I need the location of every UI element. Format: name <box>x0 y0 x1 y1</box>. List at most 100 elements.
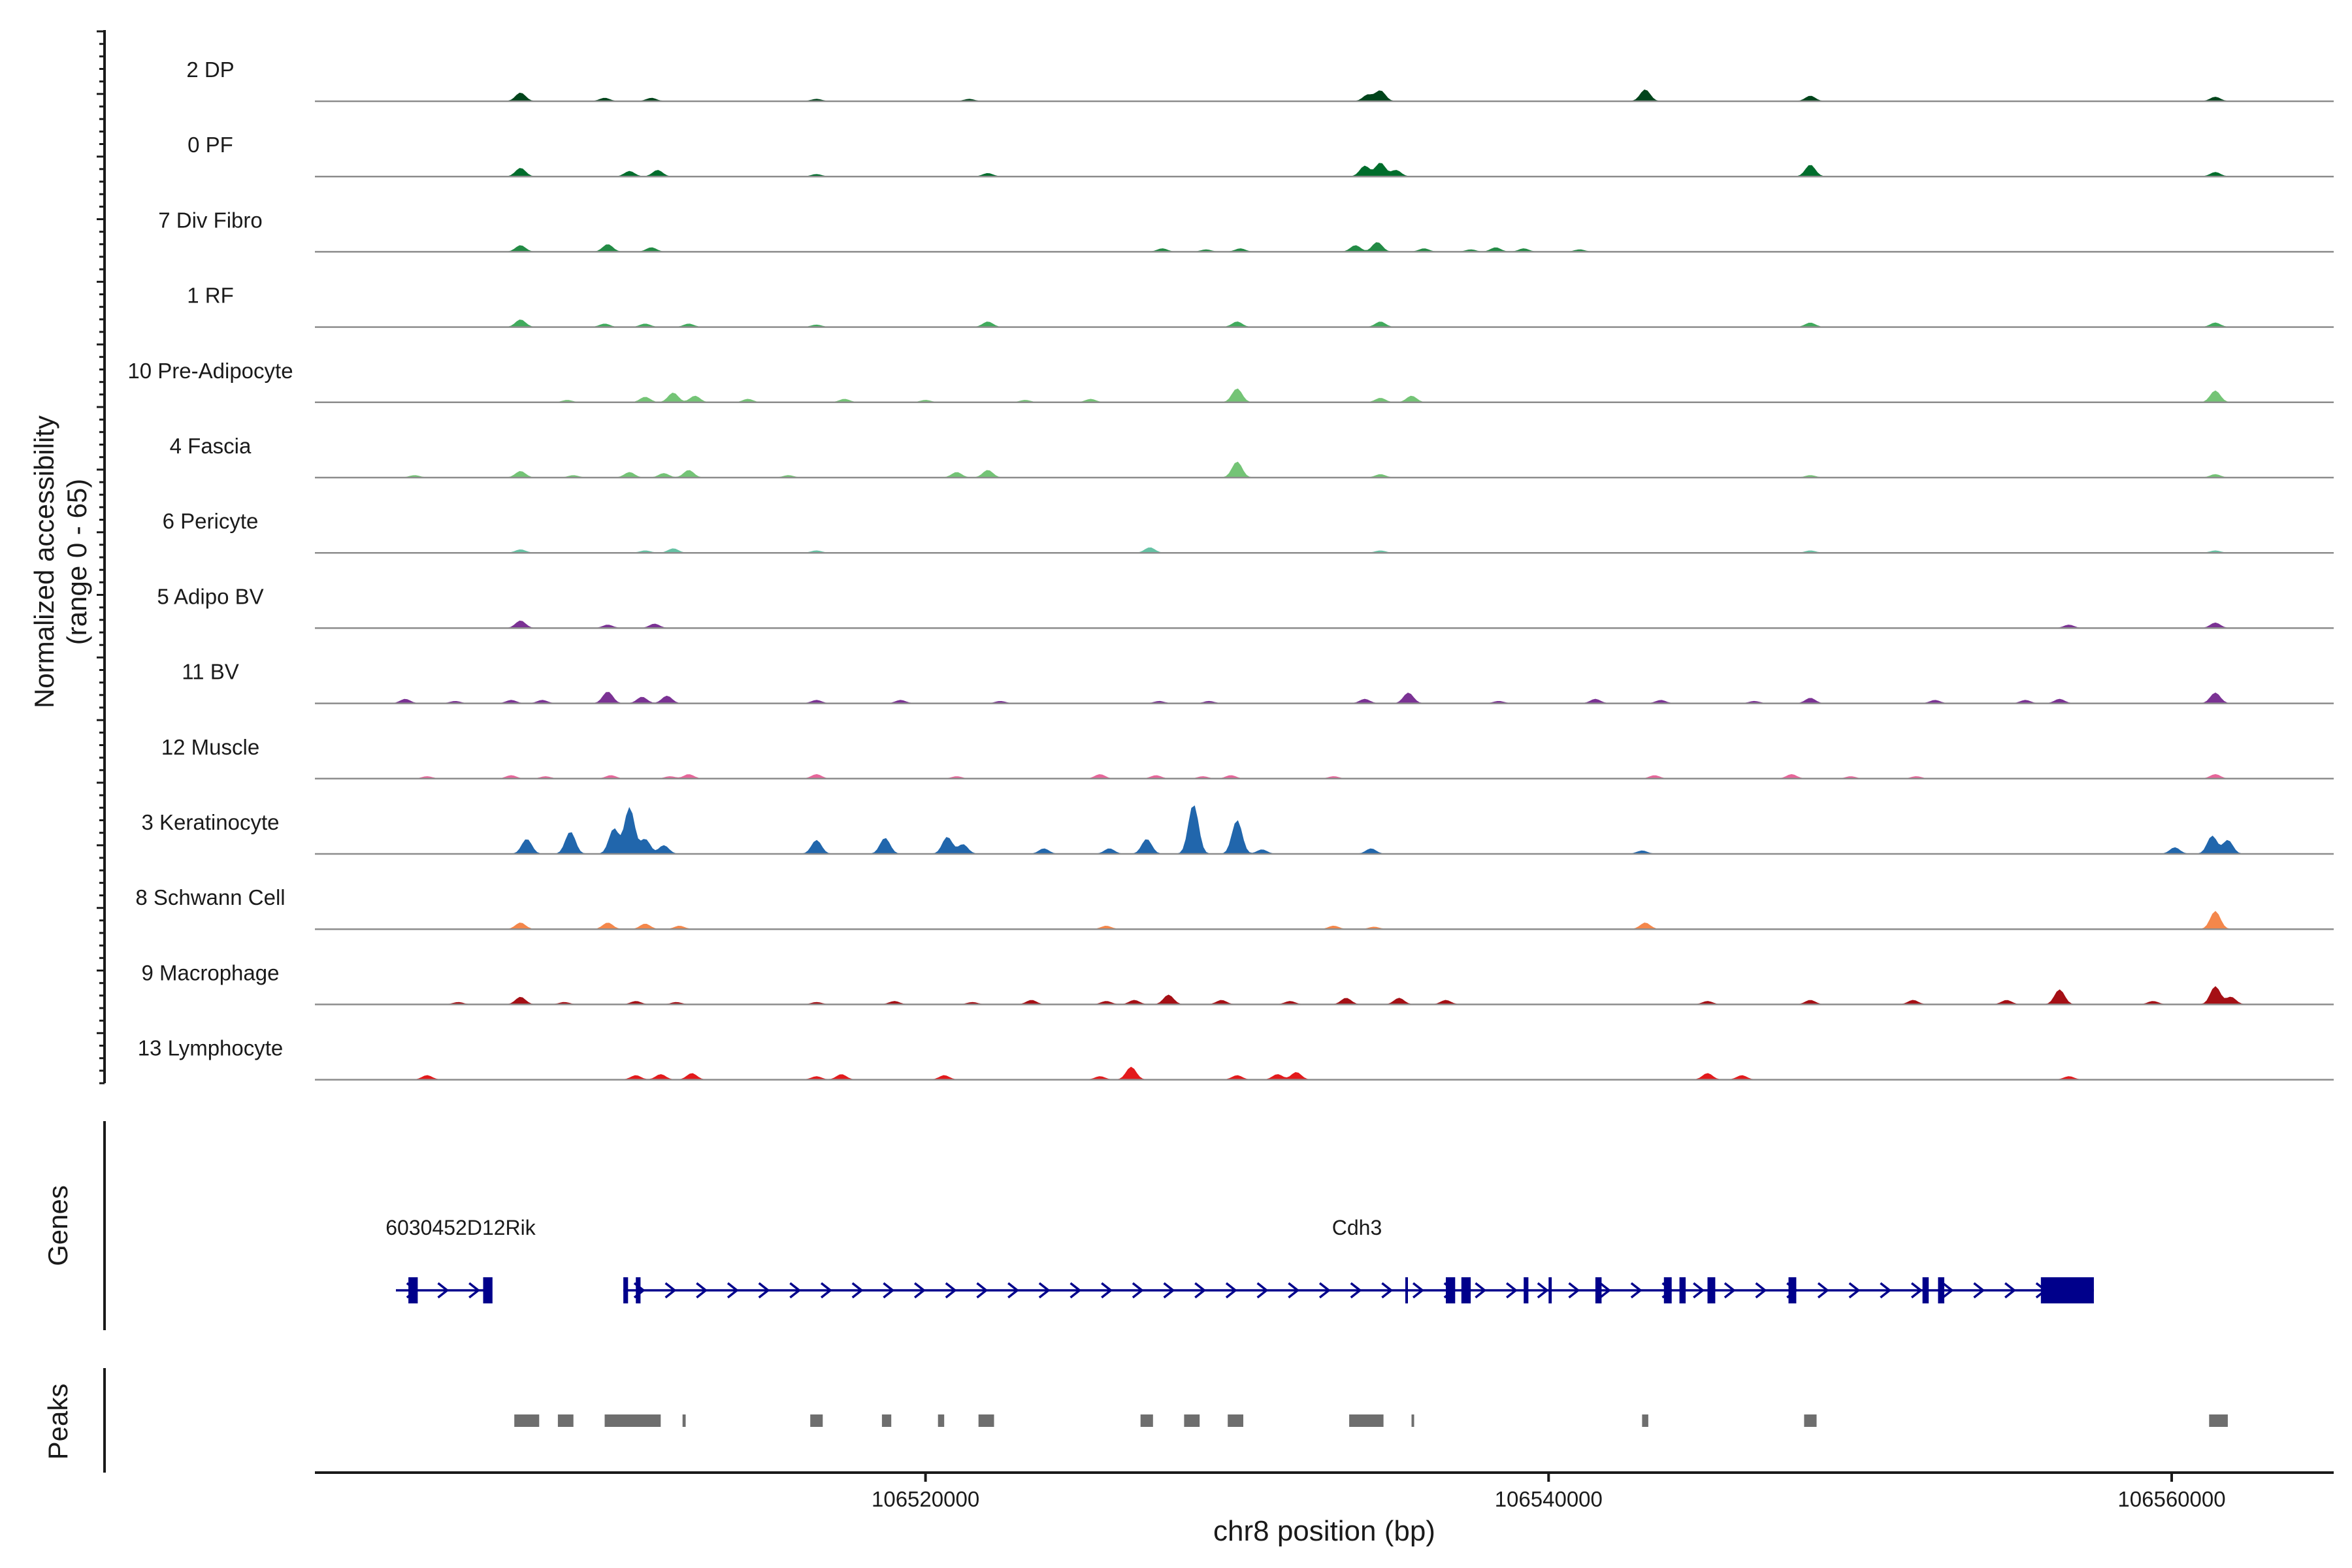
track-coverage-area <box>315 692 2334 704</box>
genes-panel: Genes 6030452D12Rik Cdh3 <box>42 1121 2094 1330</box>
strand-arrow <box>851 1282 864 1299</box>
peak-region <box>1411 1414 1414 1427</box>
y-axis-ticks <box>97 30 105 1085</box>
gene-exon <box>1405 1277 1408 1303</box>
peaks-label: Peaks <box>42 1384 73 1460</box>
gene-exon <box>1788 1277 1797 1303</box>
track-label: 0 PF <box>188 133 233 157</box>
peak-region <box>978 1414 994 1427</box>
track-label: 11 BV <box>182 660 238 684</box>
strand-arrow <box>1194 1282 1207 1299</box>
track-label: 2 DP <box>186 57 234 82</box>
gene-exon <box>1707 1277 1716 1303</box>
gene-exon <box>1938 1277 1944 1303</box>
gene-cdh3: Cdh3 <box>623 1216 2094 1303</box>
strand-arrow <box>1942 1282 1954 1299</box>
track-coverage-area <box>315 1066 2334 1081</box>
strand-arrow <box>1225 1282 1237 1299</box>
gene-exon <box>623 1277 629 1303</box>
peak-region <box>514 1414 540 1427</box>
track-label: 7 Div Fibro <box>158 208 263 232</box>
gene-exon <box>636 1277 641 1303</box>
gene-exon <box>2040 1277 2094 1303</box>
strand-arrow <box>1568 1282 1580 1299</box>
y-axis-label: Normalized accessibility <box>29 416 59 708</box>
peak-region <box>938 1414 945 1427</box>
peak-regions <box>514 1414 2228 1427</box>
peak-region <box>2209 1414 2228 1427</box>
gene-exon <box>483 1277 493 1303</box>
x-tick-label: 106520000 <box>872 1487 979 1511</box>
strand-arrow <box>1381 1282 1394 1299</box>
track-label: 6 Pericyte <box>163 509 259 533</box>
gene-exon <box>1548 1277 1552 1303</box>
gene-exon <box>1663 1277 1672 1303</box>
track-coverage-area <box>315 911 2334 930</box>
strand-arrow <box>468 1282 481 1299</box>
track-coverage-area <box>315 163 2334 177</box>
peak-region <box>1228 1414 1243 1427</box>
strand-arrow <box>1848 1282 1861 1299</box>
gene-6030452d12rik: 6030452D12Rik <box>385 1216 536 1303</box>
track-coverage-area <box>315 90 2334 102</box>
strand-arrow <box>1506 1282 1518 1299</box>
track-5-adipo-bv: 5 Adipo BV <box>157 584 2334 629</box>
track-coverage-area <box>315 242 2334 252</box>
track-label: 5 Adipo BV <box>157 584 263 608</box>
strand-arrow <box>1038 1282 1051 1299</box>
strand-arrow <box>1256 1282 1269 1299</box>
peak-region <box>1349 1414 1384 1427</box>
genes-label: Genes <box>42 1185 73 1266</box>
strand-arrow <box>727 1282 739 1299</box>
strand-arrow <box>1163 1282 1175 1299</box>
track-2-dp: 2 DP <box>186 57 2334 103</box>
track-11-bv: 11 BV <box>182 660 2334 704</box>
track-12-muscle: 12 Muscle <box>161 735 2334 780</box>
strand-arrow <box>1101 1282 1113 1299</box>
strand-arrow <box>758 1282 770 1299</box>
strand-arrow <box>1288 1282 1300 1299</box>
gene-exon <box>1446 1277 1456 1303</box>
track-label: 8 Schwann Cell <box>135 885 285 909</box>
track-coverage-area <box>315 319 2334 328</box>
peak-region <box>682 1414 686 1427</box>
track-9-macrophage: 9 Macrophage <box>142 960 2334 1005</box>
peaks-panel: Peaks <box>42 1368 2228 1473</box>
gene-exon <box>1524 1277 1529 1303</box>
strand-arrow <box>1755 1282 1767 1299</box>
x-axis-label: chr8 position (bp) <box>1213 1515 1435 1547</box>
strand-arrow <box>1412 1282 1424 1299</box>
x-axis: 106520000 106540000 106560000 chr8 positio… <box>315 1471 2334 1547</box>
track-8-schwann-cell: 8 Schwann Cell <box>135 885 2334 930</box>
peak-region <box>1804 1414 1817 1427</box>
track-coverage-area <box>315 388 2334 403</box>
strand-arrow <box>1880 1282 1892 1299</box>
strand-arrow <box>914 1282 926 1299</box>
strand-arrow <box>1630 1282 1642 1299</box>
strand-arrow <box>1723 1282 1736 1299</box>
accessibility-tracks: 2 DP 0 PF 7 Div Fibro 1 RF 10 Pre-Adipocyte 4… <box>127 57 2334 1081</box>
peak-region <box>1642 1414 1648 1427</box>
track-label: 4 Fascia <box>170 434 252 458</box>
gene-label: 6030452D12Rik <box>385 1216 536 1239</box>
strand-arrow <box>437 1282 449 1299</box>
strand-arrow <box>1537 1282 1549 1299</box>
x-tick-label: 106560000 <box>2117 1487 2225 1511</box>
track-label: 13 Lymphocyte <box>138 1036 284 1060</box>
strand-arrow <box>1693 1282 1705 1299</box>
track-6-pericyte: 6 Pericyte <box>163 509 2334 554</box>
track-label: 9 Macrophage <box>142 960 280 985</box>
strand-arrow <box>820 1282 832 1299</box>
track-coverage-area <box>315 461 2334 478</box>
track-label: 12 Muscle <box>161 735 259 759</box>
peak-region <box>881 1414 892 1427</box>
strand-arrow <box>696 1282 708 1299</box>
strand-arrow <box>1910 1282 1923 1299</box>
strand-arrow <box>883 1282 895 1299</box>
strand-arrow <box>1817 1282 1829 1299</box>
track-coverage-area <box>315 986 2334 1005</box>
peak-region <box>557 1414 574 1427</box>
gene-exon <box>1679 1277 1686 1303</box>
strand-arrow <box>664 1282 677 1299</box>
strand-arrow <box>789 1282 802 1299</box>
